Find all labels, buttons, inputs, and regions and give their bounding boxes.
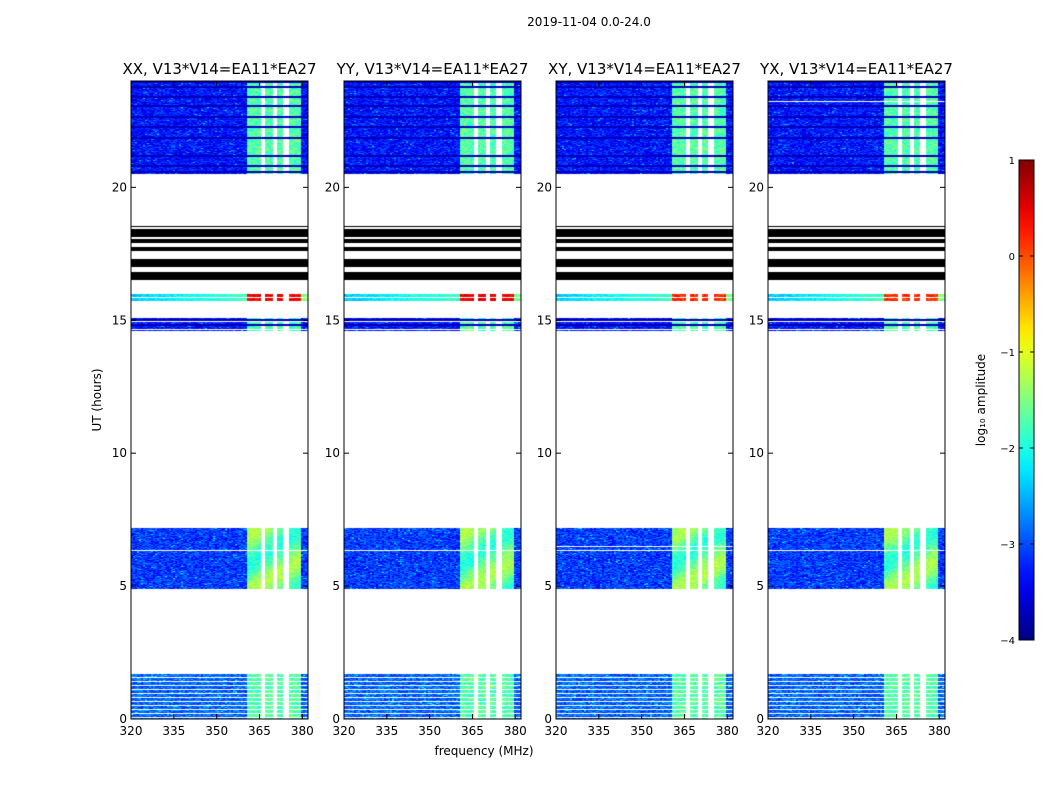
x-tick-label: 350 — [630, 724, 653, 738]
x-tick-label: 350 — [205, 724, 228, 738]
y-tick-label: 10 — [537, 446, 552, 460]
y-tick-label: 0 — [332, 712, 340, 726]
x-tick-label: 320 — [545, 724, 568, 738]
y-tick-label: 0 — [119, 712, 127, 726]
panel-title: XX, V13*V14=EA11*EA27 — [122, 60, 316, 78]
x-tick-label: 365 — [248, 724, 271, 738]
panel-title: YY, V13*V14=EA11*EA27 — [336, 60, 529, 78]
y-tick-label: 10 — [325, 446, 340, 460]
x-tick-label: 335 — [799, 724, 822, 738]
x-tick-label: 335 — [587, 724, 610, 738]
axes-frame — [555, 80, 734, 720]
panel-title: XY, V13*V14=EA11*EA27 — [548, 60, 741, 78]
x-tick-label: 365 — [673, 724, 696, 738]
axes-frame — [343, 80, 522, 720]
y-tick-label: 20 — [537, 180, 552, 194]
y-tick-label: 0 — [544, 712, 552, 726]
x-tick-label: 320 — [333, 724, 356, 738]
x-tick-label: 335 — [162, 724, 185, 738]
x-tick-label: 380 — [716, 724, 739, 738]
colorbar-tick-label: −2 — [1000, 444, 1015, 455]
colorbar-tick-label: −1 — [1000, 348, 1015, 359]
y-tick-label: 0 — [756, 712, 764, 726]
y-tick-label: 15 — [112, 313, 127, 327]
y-tick-label: 20 — [112, 180, 127, 194]
y-tick-label: 10 — [749, 446, 764, 460]
x-tick-label: 350 — [842, 724, 865, 738]
y-tick-label: 15 — [325, 313, 340, 327]
panel-3: XY, V13*V14=EA11*EA27 320 335 350 365 380 0 5 10… — [537, 60, 741, 738]
axes-frame — [767, 80, 946, 720]
x-tick-label: 365 — [461, 724, 484, 738]
axes-frame — [130, 80, 309, 720]
y-tick-label: 15 — [537, 313, 552, 327]
colorbar: −4 −3 −2 −1 0 1 — [1000, 156, 1035, 647]
x-tick-label: 380 — [504, 724, 527, 738]
heatmap-image — [344, 81, 521, 719]
colorbar-tick-label: −3 — [1000, 540, 1015, 551]
y-axis-label: UT (hours) — [90, 368, 104, 431]
y-tick-label: 20 — [325, 180, 340, 194]
x-tick-label: 320 — [120, 724, 143, 738]
x-tick-label: 335 — [375, 724, 398, 738]
heatmap-image — [768, 81, 945, 719]
colorbar-tick-label: 1 — [1009, 156, 1015, 167]
y-tick-label: 20 — [749, 180, 764, 194]
x-tick-label: 380 — [291, 724, 314, 738]
panels-group: XX, V13*V14=EA11*EA27 320 335 350 365 380 0 5 10… — [112, 60, 953, 738]
colorbar-tick-label: 0 — [1009, 252, 1015, 263]
colorbar-tick-label: −4 — [1000, 636, 1015, 647]
figure-title: 2019-11-04 0.0-24.0 — [527, 15, 651, 29]
panel-4: YX, V13*V14=EA11*EA27 320 335 350 365 380 0 5 10… — [749, 60, 953, 738]
y-tick-label: 15 — [749, 313, 764, 327]
y-tick-label: 5 — [756, 579, 764, 593]
x-tick-label: 365 — [885, 724, 908, 738]
x-tick-label: 350 — [418, 724, 441, 738]
x-tick-label: 320 — [757, 724, 780, 738]
colorbar-label: log₁₀ amplitude — [974, 354, 988, 446]
y-tick-label: 5 — [544, 579, 552, 593]
heatmap-image — [131, 81, 308, 719]
panel-title: YX, V13*V14=EA11*EA27 — [759, 60, 953, 78]
x-axis-label: frequency (MHz) — [434, 744, 533, 758]
x-tick-label: 380 — [928, 724, 951, 738]
y-tick-label: 10 — [112, 446, 127, 460]
panel-1: XX, V13*V14=EA11*EA27 320 335 350 365 380 0 5 10… — [112, 60, 317, 738]
y-tick-label: 5 — [119, 579, 127, 593]
colorbar-gradient — [1018, 159, 1035, 641]
panel-2: YY, V13*V14=EA11*EA27 320 335 350 365 380 0 5 10… — [325, 60, 529, 738]
y-tick-label: 5 — [332, 579, 340, 593]
heatmap-image — [556, 81, 733, 719]
